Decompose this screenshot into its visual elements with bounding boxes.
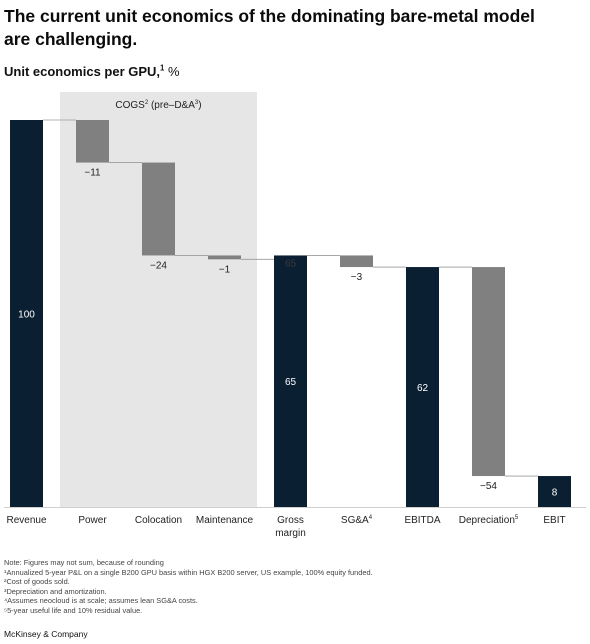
category-line-0-0: Revenue	[6, 515, 46, 526]
category-label-3: Maintenance	[196, 515, 254, 526]
cogs-label-part-3: 3	[195, 100, 199, 106]
value-label-4: 65	[285, 377, 297, 388]
category-line-2-0: Colocation	[135, 515, 182, 526]
footnote-2: ²Cost of goods sold.	[4, 577, 70, 587]
category-line-4-0: Gross	[277, 515, 304, 526]
subtitle-text: Unit economics per GPU,	[4, 64, 161, 79]
chart-title: The current unit economics of the domina…	[4, 6, 535, 49]
bar-ebit	[538, 476, 571, 507]
cogs-group-label: COGS2 (pre–D&A3)	[115, 100, 201, 111]
value-label-6: 62	[417, 383, 429, 394]
category-line-6-0: EBITDA	[404, 515, 440, 526]
bar-ebitda	[406, 267, 439, 507]
value-label-3: −1	[219, 264, 231, 275]
source-label: McKinsey & Company	[4, 629, 88, 639]
bar-revenue	[10, 120, 43, 507]
bar-gross-margin	[274, 255, 307, 507]
value-label-5: −3	[351, 272, 363, 283]
category-line-3-0: Maintenance	[196, 515, 254, 526]
value-label-1: −11	[84, 168, 101, 179]
cogs-label-part-4: )	[198, 100, 201, 111]
category-line-7-0: Depreciation	[459, 515, 515, 526]
value-label-8: 8	[552, 488, 558, 499]
subtitle-unit: %	[168, 64, 180, 79]
waterfall-chart: COGS2 (pre–D&A3) 100 Revenue −11 Power −24 Col…	[4, 92, 586, 539]
bar-sg-a	[340, 255, 373, 268]
value-label-0: 100	[18, 310, 35, 321]
category-line-4-1: margin	[275, 528, 306, 539]
category-label-5: SG&A4	[341, 515, 373, 526]
category-label-6: EBITDA	[404, 515, 440, 526]
category-label-8: EBIT	[543, 515, 565, 526]
cogs-label-part-0: COGS	[115, 100, 145, 111]
bar-maintenance	[208, 255, 241, 260]
category-label-7: Depreciation5	[459, 515, 519, 526]
footnote-5: ⁵5-year useful life and 10% residual val…	[4, 605, 143, 615]
footnote-0: Note: Figures may not sum, because of ro…	[4, 558, 164, 567]
category-label-0: Revenue	[6, 515, 46, 526]
value-label-2: −24	[150, 260, 167, 271]
category-line-5-0: SG&A	[341, 515, 369, 526]
bar-colocation	[142, 162, 175, 256]
category-label-4: Gross margin	[275, 515, 306, 539]
category-label-2: Colocation	[135, 515, 182, 526]
category-line-8-0: EBIT	[543, 515, 565, 526]
category-sup-7: 5	[515, 515, 519, 521]
value-label-7: −54	[480, 481, 497, 492]
top-value-label-4: 65	[285, 258, 297, 269]
category-label-1: Power	[78, 515, 107, 526]
bar-power	[76, 120, 109, 163]
cogs-label-part-2: (pre–D&A	[148, 100, 195, 111]
footnote-1: ¹Annualized 5-year P&L on a single B200 …	[4, 567, 373, 577]
category-line-1-0: Power	[78, 515, 107, 526]
cogs-label-part-1: 2	[145, 100, 149, 106]
bar-depreciation	[472, 267, 505, 477]
footnote-3: ³Depreciation and amortization.	[4, 586, 107, 596]
chart-subtitle: Unit economics per GPU,1 %	[4, 64, 180, 79]
category-sup-5: 4	[369, 515, 373, 521]
footnotes: Note: Figures may not sum, because of ro…	[4, 558, 584, 616]
footnote-4: ⁴Assumes neocloud is at scale; assumes l…	[4, 596, 198, 606]
subtitle-footnote-mark: 1	[160, 63, 165, 73]
